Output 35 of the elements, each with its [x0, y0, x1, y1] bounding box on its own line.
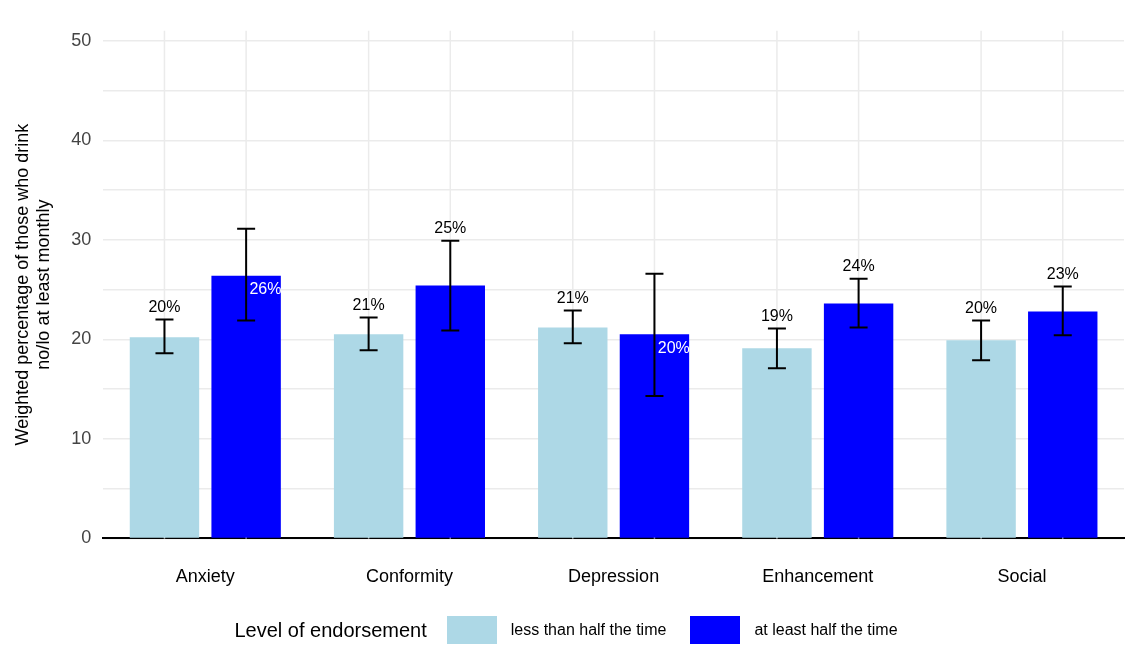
data-label: 20%: [657, 338, 690, 356]
data-label: 26%: [249, 280, 282, 298]
bar: [742, 348, 812, 538]
bar: [129, 337, 200, 538]
bar: [211, 275, 281, 538]
data-label: 21%: [352, 295, 385, 313]
y-tick-label: 50: [71, 29, 92, 50]
bar: [333, 334, 404, 538]
data-label: 25%: [434, 219, 467, 237]
y-tick-label: 0: [81, 527, 92, 548]
legend-title: Level of endorsement: [234, 618, 427, 642]
data-label: 20%: [148, 297, 181, 315]
x-tick-label: Conformity: [365, 566, 453, 587]
y-tick-label: 40: [71, 129, 92, 150]
bar: [538, 327, 608, 538]
x-tick-label: Social: [997, 566, 1047, 587]
bar: [1028, 311, 1098, 538]
x-tick-label: Anxiety: [175, 566, 235, 587]
x-tick-label: Depression: [568, 566, 660, 587]
bar: [415, 285, 485, 538]
data-label: 24%: [842, 257, 875, 275]
bar: [946, 340, 1016, 538]
y-tick-label: 20: [71, 328, 92, 349]
data-label: 23%: [1046, 265, 1079, 282]
bar: [823, 303, 894, 538]
x-tick-label: Enhancement: [762, 566, 874, 587]
y-tick-label: 30: [71, 228, 92, 249]
bar: [619, 334, 690, 538]
legend-label: at least half the time: [754, 621, 898, 639]
y-tick-label: 10: [71, 427, 92, 448]
data-label: 20%: [965, 298, 998, 316]
data-label: 19%: [760, 306, 793, 324]
data-label: 21%: [556, 288, 589, 306]
legend-label: less than half the time: [510, 621, 667, 639]
y-axis-title: Weighted percentage of those who drink no/lo at least monthly: [11, 122, 54, 446]
